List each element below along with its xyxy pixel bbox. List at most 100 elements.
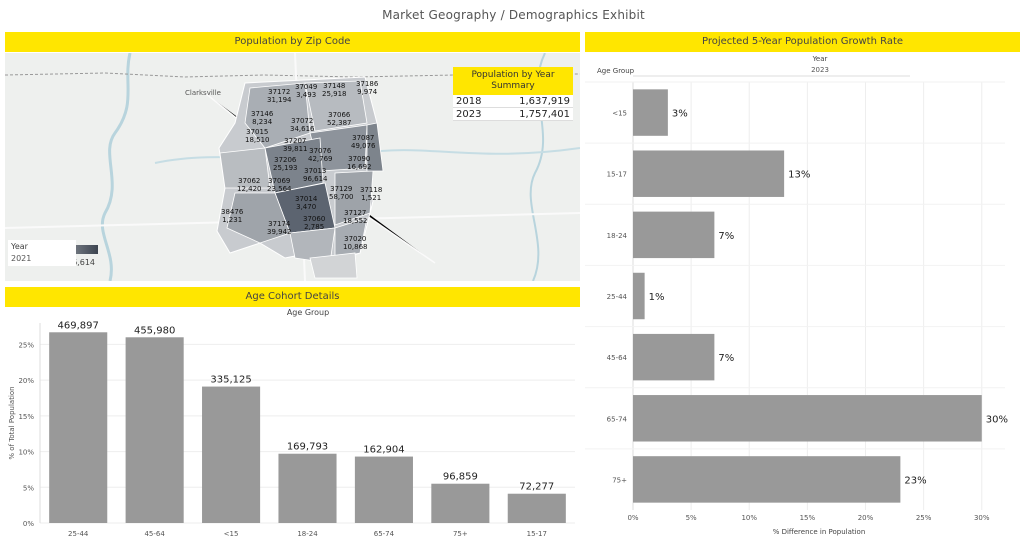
zip-label: 37014 3,470	[295, 195, 317, 211]
column-header: Year	[812, 55, 828, 63]
zip-population: 10,868	[343, 243, 368, 251]
zip-label: 37020 10,868	[343, 235, 368, 251]
y-tick-label: 20%	[18, 377, 34, 385]
bar	[278, 453, 337, 523]
x-tick-label: 15%	[800, 514, 816, 522]
bar-value-label: 469,897	[58, 320, 99, 331]
zip-label: 37207 39,811	[283, 137, 308, 153]
zip-label: 37069 23,564	[267, 177, 292, 193]
bar-value-label: 455,980	[134, 325, 175, 336]
y-tick-label: 75+	[612, 476, 627, 484]
zip-label: 37087 49,076	[351, 134, 376, 150]
zip-label: 37174 39,942	[267, 220, 292, 236]
zip-label: 37129 58,700	[329, 185, 354, 201]
summary-row: 2023 1,757,401	[453, 108, 573, 121]
bar	[633, 395, 982, 442]
bar	[633, 333, 715, 381]
zip-code: 37066	[328, 111, 351, 119]
zip-population: 39,942	[267, 228, 292, 236]
bar	[125, 337, 184, 523]
age-cohort-chart: Age Group % of Total Population 0% 5% 10% 15%…	[8, 308, 575, 538]
x-axis-label: % Difference in Population	[773, 528, 866, 536]
zip-population: 2,785	[304, 223, 325, 231]
x-tick-label: 45-64	[144, 530, 165, 538]
zip-code: 37118	[360, 186, 383, 194]
summary-year: 2023	[456, 109, 482, 120]
zip-label: 37127 18,552	[343, 209, 368, 225]
zip-label: 37015 18,510	[245, 128, 270, 144]
zip-code: 37206	[274, 156, 297, 164]
zip-population: 23,564	[267, 185, 292, 193]
zip-code: 37129	[330, 185, 353, 193]
y-tick-label: 65-74	[607, 415, 628, 423]
zip-population: 58,700	[329, 193, 354, 201]
city-label: Clarksville	[185, 89, 221, 97]
year-filter-label: Year	[11, 242, 28, 251]
x-tick-label: 30%	[974, 514, 990, 522]
summary-row: 2018 1,637,919	[453, 95, 573, 108]
bar	[202, 386, 261, 523]
bar	[633, 456, 901, 503]
y-tick-label: 15%	[18, 413, 34, 421]
zip-code: 37072	[291, 117, 314, 125]
bar	[431, 483, 490, 523]
zip-code: 37062	[238, 177, 261, 185]
bar	[633, 272, 645, 320]
zip-code: 37014	[295, 195, 318, 203]
zip-population: 25,918	[322, 90, 347, 98]
zip-population: 1,231	[222, 216, 243, 224]
y-tick-label: 18-24	[607, 232, 628, 240]
zip-population: 1,521	[361, 194, 382, 202]
x-tick-label: 65-74	[374, 530, 395, 538]
zip-label: 37072 34,616	[290, 117, 315, 133]
year-filter[interactable]: Year 2021	[8, 240, 76, 266]
summary-value: 1,757,401	[519, 109, 570, 120]
zip-code: 37015	[246, 128, 269, 136]
zip-code: 37076	[309, 147, 332, 155]
bar	[633, 89, 668, 136]
column-value: 2023	[811, 66, 829, 74]
zip-population: 39,811	[283, 145, 308, 153]
y-tick-label: 25-44	[607, 293, 628, 301]
y-tick-label: 10%	[18, 449, 34, 457]
x-tick-label: 25%	[916, 514, 932, 522]
bar-value-label: 169,793	[287, 442, 328, 453]
page-title: Market Geography / Demographics Exhibit	[382, 8, 645, 22]
zip-code: 38476	[221, 208, 244, 216]
zip-label: 37146 8,234	[251, 110, 273, 126]
zip-code: 37186	[356, 80, 379, 88]
zip-code: 37049	[295, 83, 318, 91]
x-tick-label: 20%	[858, 514, 874, 522]
y-tick-label: 0%	[23, 520, 34, 528]
zip-label: 37186 9,974	[356, 80, 378, 96]
zip-population: 31,194	[267, 96, 292, 104]
zip-population: 3,470	[296, 203, 317, 211]
legend-max: 96,614	[67, 258, 95, 267]
zip-code: 37172	[268, 88, 291, 96]
x-tick-label: 0%	[627, 514, 638, 522]
y-tick-label: 25%	[18, 341, 34, 349]
zip-population: 18,552	[343, 217, 368, 225]
y-tick-label: 15-17	[607, 171, 627, 179]
zip-population: 42,769	[308, 155, 333, 163]
zip-code: 37146	[251, 110, 274, 118]
bar-value-label: 13%	[788, 170, 810, 181]
zip-code: 37087	[352, 134, 375, 142]
summary-year: 2018	[456, 96, 482, 107]
x-tick-label: 15-17	[527, 530, 547, 538]
zip-population: 49,076	[351, 142, 376, 150]
x-tick-label: 18-24	[297, 530, 318, 538]
bar	[354, 456, 413, 523]
zip-label: 37118 1,521	[360, 186, 382, 202]
zip-label: 37148 25,918	[322, 82, 347, 98]
zip-label: 37172 31,194	[267, 88, 292, 104]
chart-title: Age Group	[287, 308, 329, 317]
zip-label: 37066 52,387	[327, 111, 352, 127]
bar-value-label: 96,859	[443, 472, 478, 483]
bar-value-label: 1%	[649, 292, 665, 303]
zip-code: 37069	[268, 177, 291, 185]
summary-header: Population by Year Summary	[453, 67, 573, 95]
zip-population: 34,616	[290, 125, 315, 133]
y-tick-label: 5%	[23, 484, 34, 492]
zip-code: 37148	[323, 82, 346, 90]
